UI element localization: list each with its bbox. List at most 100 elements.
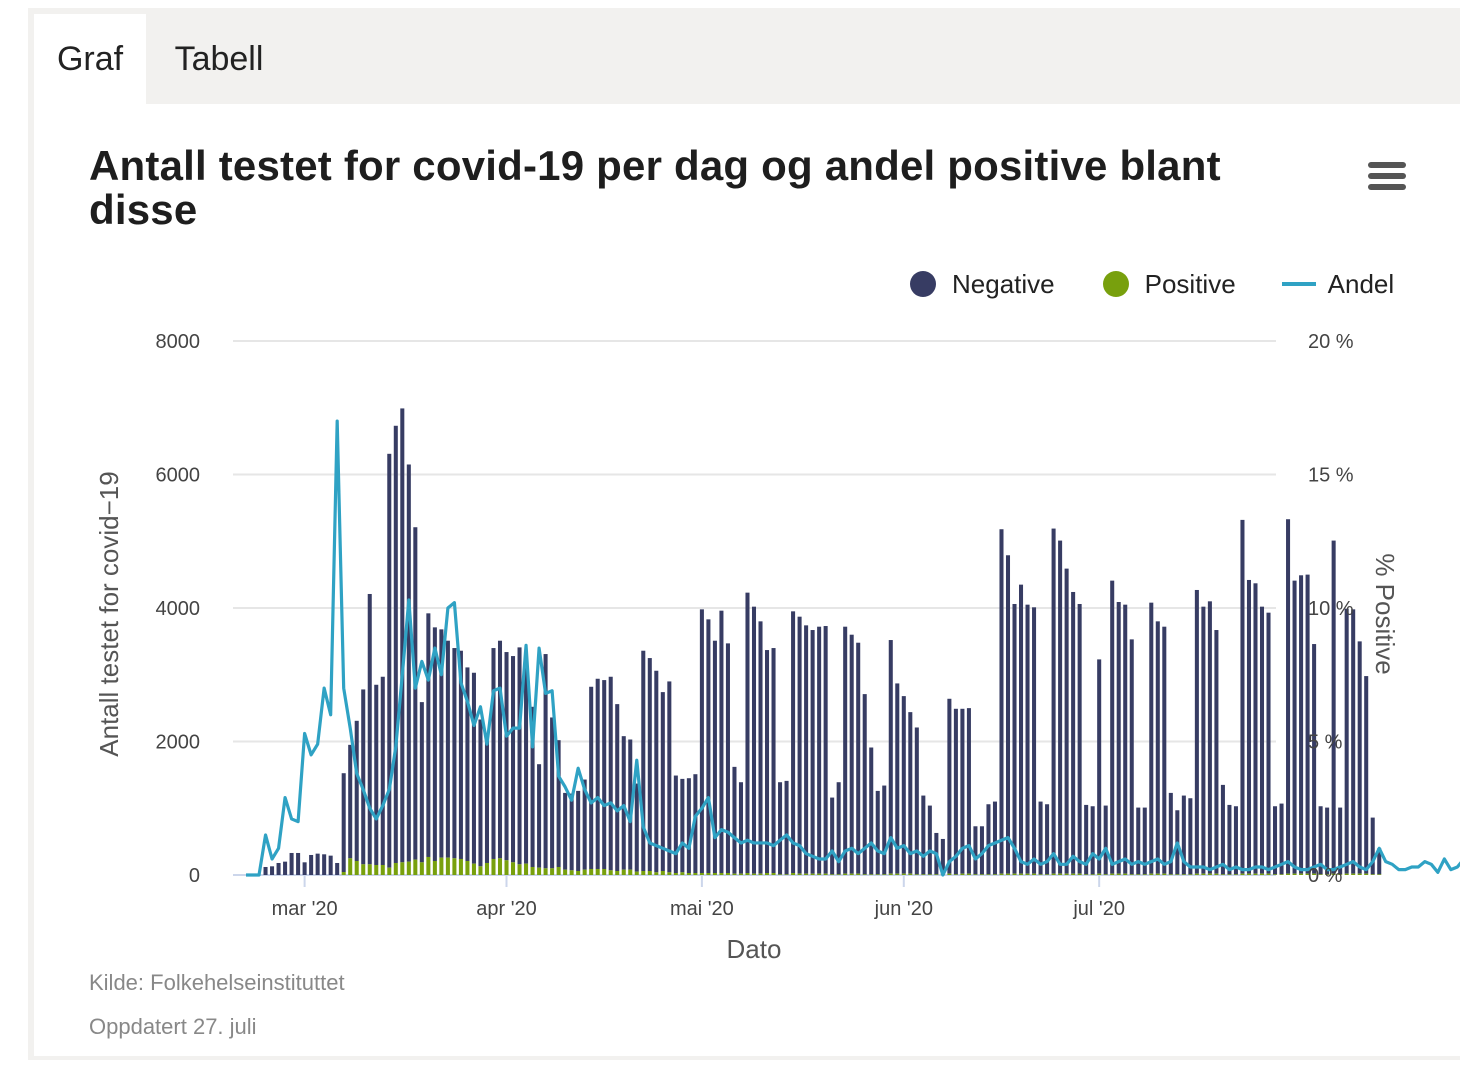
negative-bar[interactable] — [361, 689, 366, 865]
negative-bar[interactable] — [979, 826, 984, 875]
positive-bar[interactable] — [1273, 874, 1278, 875]
positive-bar[interactable] — [1084, 874, 1089, 875]
positive-bar[interactable] — [1305, 873, 1310, 875]
positive-bar[interactable] — [771, 872, 776, 875]
positive-bar[interactable] — [445, 857, 450, 875]
positive-bar[interactable] — [569, 870, 574, 875]
positive-bar[interactable] — [797, 873, 802, 875]
positive-bar[interactable] — [693, 872, 698, 875]
positive-bar[interactable] — [1246, 873, 1251, 875]
positive-bar[interactable] — [491, 858, 496, 875]
negative-bar[interactable] — [576, 790, 581, 871]
positive-bar[interactable] — [1103, 874, 1108, 875]
negative-bar[interactable] — [1344, 608, 1349, 874]
legend-item-andel[interactable]: Andel — [1281, 269, 1394, 300]
positive-bar[interactable] — [1032, 873, 1037, 875]
negative-bar[interactable] — [738, 782, 743, 874]
positive-bar[interactable] — [1168, 874, 1173, 875]
positive-bar[interactable] — [1312, 873, 1317, 875]
positive-bar[interactable] — [484, 862, 489, 875]
positive-bar[interactable] — [478, 866, 483, 875]
negative-bar[interactable] — [393, 425, 398, 863]
negative-bar[interactable] — [1331, 540, 1336, 874]
negative-bar[interactable] — [1201, 606, 1206, 874]
positive-bar[interactable] — [537, 867, 542, 875]
negative-bar[interactable] — [849, 634, 854, 874]
positive-bar[interactable] — [1240, 873, 1245, 875]
negative-bar[interactable] — [1259, 606, 1265, 874]
negative-bar[interactable] — [1136, 807, 1141, 875]
positive-bar[interactable] — [725, 872, 730, 875]
positive-bar[interactable] — [1116, 873, 1121, 875]
positive-bar[interactable] — [869, 874, 874, 875]
positive-bar[interactable] — [602, 868, 607, 875]
positive-bar[interactable] — [966, 873, 971, 875]
negative-bar[interactable] — [497, 640, 503, 859]
positive-bar[interactable] — [1207, 873, 1212, 875]
positive-bar[interactable] — [849, 873, 854, 875]
positive-bar[interactable] — [673, 872, 678, 875]
negative-bar[interactable] — [1299, 575, 1304, 874]
positive-bar[interactable] — [1155, 873, 1160, 875]
negative-bar[interactable] — [660, 692, 665, 871]
positive-bar[interactable] — [732, 873, 737, 875]
negative-bar[interactable] — [1305, 574, 1310, 874]
positive-bar[interactable] — [1162, 873, 1167, 875]
negative-bar[interactable] — [380, 676, 385, 865]
negative-bar[interactable] — [621, 736, 626, 870]
negative-bar[interactable] — [797, 616, 802, 874]
negative-bar[interactable] — [556, 740, 561, 867]
positive-bar[interactable] — [511, 862, 516, 875]
negative-bar[interactable] — [1364, 676, 1369, 874]
positive-bar[interactable] — [862, 874, 867, 875]
negative-bar[interactable] — [1266, 612, 1271, 874]
positive-bar[interactable] — [556, 866, 561, 875]
negative-bar[interactable] — [1077, 603, 1082, 874]
positive-bar[interactable] — [1357, 873, 1362, 875]
negative-bar[interactable] — [419, 702, 424, 863]
negative-bar[interactable] — [634, 783, 639, 872]
positive-bar[interactable] — [667, 872, 672, 875]
negative-bar[interactable] — [1103, 805, 1108, 875]
positive-bar[interactable] — [1012, 873, 1017, 875]
positive-bar[interactable] — [426, 856, 431, 875]
negative-bar[interactable] — [758, 621, 763, 874]
positive-bar[interactable] — [1325, 874, 1330, 875]
negative-bar[interactable] — [1207, 601, 1212, 874]
negative-bar[interactable] — [628, 739, 633, 870]
positive-bar[interactable] — [1025, 873, 1030, 875]
negative-bar[interactable] — [589, 686, 594, 869]
positive-bar[interactable] — [341, 871, 346, 875]
negative-bar[interactable] — [1032, 607, 1037, 874]
negative-bar[interactable] — [817, 626, 822, 874]
positive-bar[interactable] — [804, 873, 809, 875]
negative-bar[interactable] — [289, 852, 294, 875]
negative-bar[interactable] — [302, 862, 307, 875]
positive-bar[interactable] — [1051, 873, 1056, 875]
negative-bar[interactable] — [1116, 601, 1121, 874]
positive-bar[interactable] — [563, 869, 568, 875]
negative-bar[interactable] — [1325, 807, 1330, 875]
negative-bar[interactable] — [563, 792, 568, 870]
negative-bar[interactable] — [1155, 621, 1160, 874]
positive-bar[interactable] — [699, 872, 704, 875]
negative-bar[interactable] — [843, 626, 848, 874]
positive-bar[interactable] — [641, 870, 646, 875]
negative-bar[interactable] — [791, 611, 796, 873]
hamburger-menu-icon[interactable] — [1368, 162, 1408, 196]
positive-bar[interactable] — [908, 873, 913, 875]
positive-bar[interactable] — [374, 864, 379, 875]
positive-bar[interactable] — [1292, 873, 1297, 875]
positive-bar[interactable] — [895, 873, 900, 875]
negative-bar[interactable] — [1188, 798, 1193, 875]
negative-bar[interactable] — [699, 609, 704, 873]
positive-bar[interactable] — [497, 858, 503, 875]
positive-bar[interactable] — [582, 869, 587, 875]
negative-bar[interactable] — [895, 683, 900, 874]
negative-bar[interactable] — [524, 658, 529, 864]
positive-bar[interactable] — [927, 874, 932, 875]
negative-bar[interactable] — [810, 630, 815, 874]
negative-bar[interactable] — [960, 708, 965, 874]
positive-bar[interactable] — [1299, 873, 1304, 875]
positive-bar[interactable] — [1214, 873, 1219, 875]
